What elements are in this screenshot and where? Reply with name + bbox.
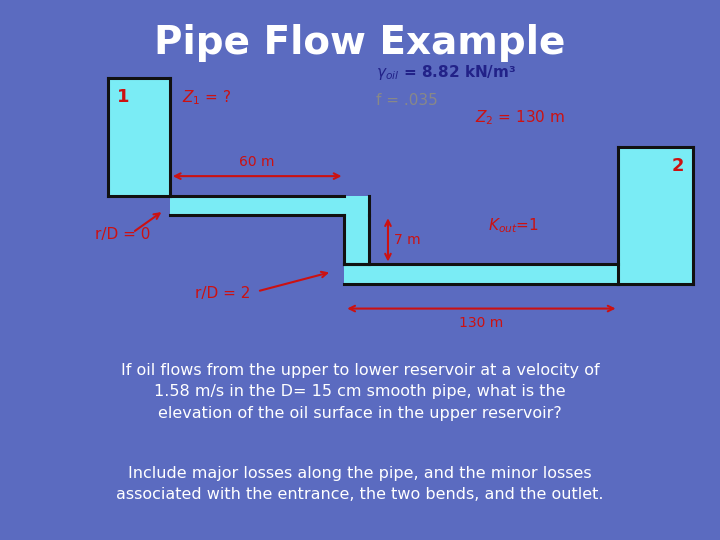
- Text: $Z_1$ = ?: $Z_1$ = ?: [182, 89, 232, 107]
- Text: 2: 2: [671, 157, 684, 174]
- Text: 60 m: 60 m: [240, 155, 275, 169]
- Bar: [170, 195, 344, 215]
- Text: Pipe Flow Example: Pipe Flow Example: [154, 24, 566, 62]
- Text: $K_{out}$=1: $K_{out}$=1: [487, 216, 539, 234]
- Bar: [108, 78, 170, 195]
- Text: 7 m: 7 m: [395, 233, 420, 247]
- Text: f = .035: f = .035: [376, 93, 437, 108]
- Bar: [344, 195, 369, 215]
- Text: r/D = 2: r/D = 2: [195, 286, 251, 301]
- Text: r/D = 0: r/D = 0: [95, 227, 150, 242]
- Text: 1: 1: [117, 88, 130, 106]
- Text: 130 m: 130 m: [459, 316, 503, 330]
- Bar: [344, 265, 618, 284]
- Text: $\gamma_{oil}$ = 8.82 kN/m³: $\gamma_{oil}$ = 8.82 kN/m³: [376, 63, 516, 82]
- Text: Include major losses along the pipe, and the minor losses
associated with the en: Include major losses along the pipe, and…: [116, 466, 604, 502]
- Bar: [344, 215, 369, 265]
- Text: $Z_2$ = 130 m: $Z_2$ = 130 m: [475, 108, 565, 126]
- Text: If oil flows from the upper to lower reservoir at a velocity of
1.58 m/s in the : If oil flows from the upper to lower res…: [121, 363, 599, 421]
- Bar: [618, 147, 693, 284]
